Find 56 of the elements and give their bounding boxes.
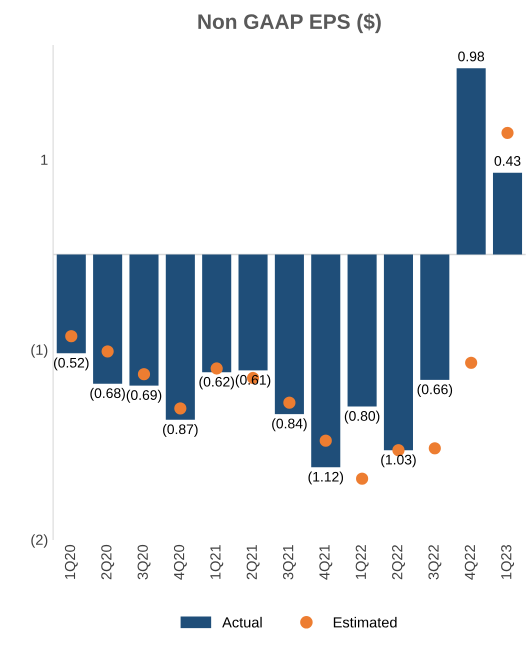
point bbox=[174, 402, 186, 414]
data-label: (0.66) bbox=[418, 384, 452, 398]
data-label: (0.69) bbox=[126, 390, 162, 403]
x-tick-label: 4Q20 bbox=[174, 544, 187, 580]
data-label: (0.52) bbox=[54, 357, 89, 370]
data-label: 0.98 bbox=[458, 52, 484, 62]
data-label: (0.84) bbox=[272, 418, 307, 432]
data-label: (1.03) bbox=[381, 454, 416, 468]
bar bbox=[456, 68, 486, 254]
x-tick-label: 1Q22 bbox=[356, 545, 369, 579]
bar bbox=[274, 254, 304, 414]
legend-label: Actual bbox=[222, 616, 262, 628]
legend-label: Estimated bbox=[334, 616, 397, 628]
x-tick-label: 2Q22 bbox=[392, 545, 405, 580]
x-tick-label: 1Q21 bbox=[210, 545, 224, 579]
data-label: (0.62) bbox=[199, 376, 234, 390]
point bbox=[283, 396, 296, 409]
point bbox=[501, 126, 514, 139]
x-tick-label: 4Q21 bbox=[319, 545, 332, 580]
y-tick-label: (1) bbox=[31, 344, 48, 358]
point bbox=[65, 330, 78, 342]
point bbox=[465, 356, 478, 369]
data-label: (0.87) bbox=[163, 424, 198, 437]
data-label: (0.61) bbox=[236, 374, 270, 388]
bar bbox=[238, 254, 268, 370]
point bbox=[138, 368, 150, 380]
x-tick-label: 1Q23 bbox=[501, 545, 514, 579]
data-label: 0.43 bbox=[494, 156, 520, 166]
bar bbox=[348, 254, 377, 406]
bar bbox=[311, 254, 340, 468]
x-tick-label: 1Q20 bbox=[64, 544, 78, 579]
bar bbox=[420, 254, 450, 380]
point bbox=[356, 472, 368, 485]
y-tick-label: 1 bbox=[41, 154, 48, 165]
bar bbox=[384, 254, 413, 450]
x-tick-label: 3Q21 bbox=[282, 545, 296, 580]
x-tick-label: 2Q21 bbox=[246, 545, 260, 580]
data-label: (1.12) bbox=[308, 471, 344, 484]
bar bbox=[129, 254, 159, 386]
data-label: (0.80) bbox=[344, 410, 380, 424]
x-tick-label: 2Q20 bbox=[101, 544, 114, 580]
point bbox=[428, 442, 441, 454]
chart-title: Non GAAP EPS ($) bbox=[198, 13, 381, 34]
data-label: (0.68) bbox=[90, 388, 125, 401]
x-tick-label: 4Q22 bbox=[464, 545, 478, 580]
x-tick-label: 3Q22 bbox=[428, 545, 442, 580]
point bbox=[102, 345, 114, 358]
bar bbox=[93, 254, 122, 384]
bar bbox=[202, 254, 232, 372]
bar bbox=[492, 172, 522, 254]
y-tick-label: (2) bbox=[31, 534, 48, 548]
point bbox=[210, 362, 223, 375]
point bbox=[320, 434, 332, 447]
bar bbox=[166, 254, 195, 420]
bar bbox=[56, 254, 86, 354]
x-tick-label: 3Q20 bbox=[138, 544, 151, 580]
